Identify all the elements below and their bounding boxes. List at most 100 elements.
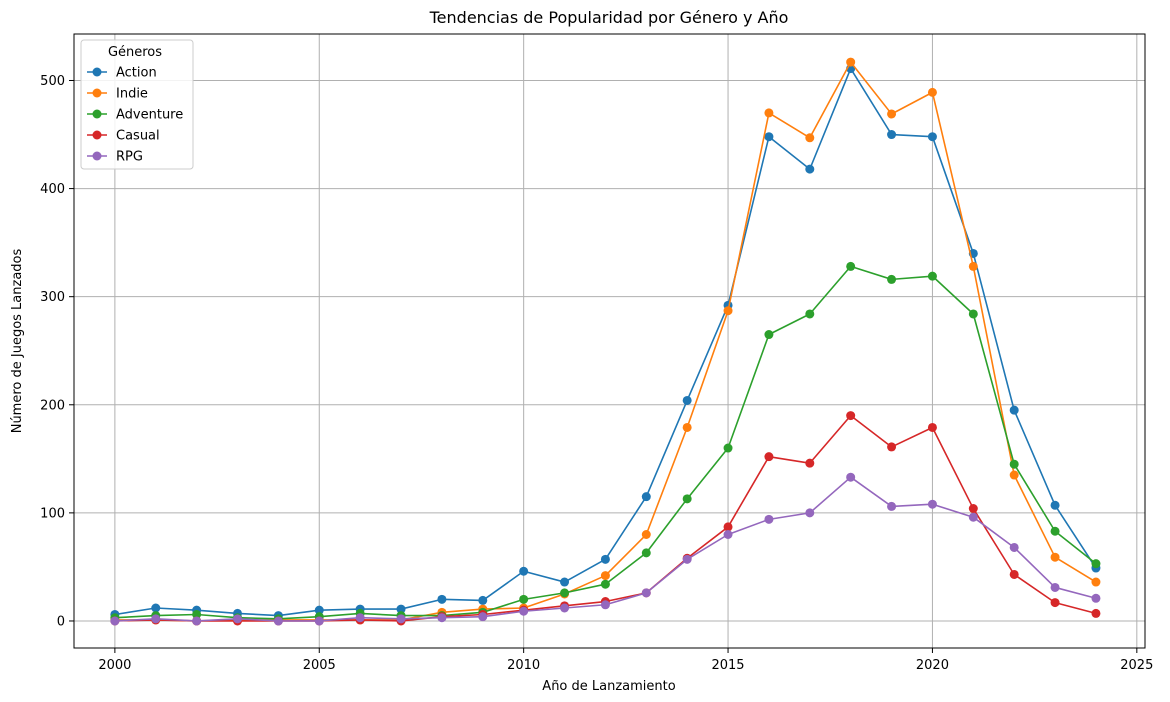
data-point-adventure — [1091, 559, 1101, 569]
data-point-rpg — [355, 613, 365, 623]
data-point-action — [396, 604, 406, 614]
data-point-adventure — [968, 309, 978, 319]
legend-marker — [92, 67, 102, 77]
data-point-indie — [887, 109, 897, 119]
data-point-indie — [1050, 552, 1060, 562]
legend-marker — [92, 151, 102, 161]
y-tick-label: 200 — [40, 398, 65, 413]
data-point-action — [682, 395, 692, 405]
data-point-adventure — [600, 579, 610, 589]
legend-label: RPG — [116, 150, 143, 165]
legend-marker — [92, 130, 102, 140]
chart-title: Tendencias de Popularidad por Género y A… — [429, 8, 789, 27]
data-point-casual — [887, 442, 897, 452]
data-point-adventure — [805, 309, 815, 319]
x-tick-label: 2015 — [711, 658, 744, 673]
data-point-rpg — [314, 616, 324, 626]
legend-label: Indie — [116, 87, 148, 102]
data-point-casual — [764, 452, 774, 462]
x-tick-label: 2020 — [916, 658, 949, 673]
data-point-action — [600, 554, 610, 564]
x-axis-title: Año de Lanzamiento — [542, 679, 675, 694]
y-tick-label: 400 — [40, 182, 65, 197]
legend-item-indie: Indie — [87, 87, 148, 102]
data-point-action — [519, 566, 529, 576]
data-point-indie — [846, 57, 856, 67]
series-line-casual — [114, 414, 1097, 622]
series-line-indie — [114, 61, 1097, 622]
legend: Géneros Action Indie Adventure Casual RPG — [80, 39, 194, 170]
data-point-indie — [764, 108, 774, 118]
data-point-rpg — [887, 501, 897, 511]
data-point-rpg — [600, 600, 610, 610]
data-point-action — [478, 595, 488, 605]
legend-item-action: Action — [87, 66, 157, 81]
legend-marker — [92, 88, 102, 98]
data-point-rpg — [192, 616, 202, 626]
data-point-action — [151, 603, 161, 613]
data-point-indie — [641, 529, 651, 539]
x-tick-label: 2005 — [303, 658, 336, 673]
data-point-indie — [723, 306, 733, 316]
y-tick-label: 500 — [40, 74, 65, 89]
data-point-rpg — [110, 616, 120, 626]
data-point-action — [641, 492, 651, 502]
data-point-action — [764, 132, 774, 142]
data-point-adventure — [641, 548, 651, 558]
y-tick-label: 300 — [40, 290, 65, 305]
plot-frame — [73, 33, 1146, 649]
x-tick-label: 2000 — [98, 658, 131, 673]
data-point-indie — [1091, 577, 1101, 587]
data-point-rpg — [151, 614, 161, 624]
legend-label: Action — [116, 66, 157, 81]
data-point-action — [927, 132, 937, 142]
data-point-rpg — [396, 614, 406, 624]
series-casual — [110, 411, 1101, 626]
x-tick-label: 2025 — [1120, 658, 1153, 673]
data-point-action — [437, 594, 447, 604]
data-point-rpg — [233, 614, 243, 624]
data-point-rpg — [968, 512, 978, 522]
data-point-rpg — [846, 472, 856, 482]
data-point-adventure — [764, 330, 774, 340]
legend-label: Casual — [116, 129, 160, 144]
legend-item-rpg: RPG — [87, 150, 143, 165]
data-point-rpg — [1009, 542, 1019, 552]
data-point-rpg — [641, 588, 651, 598]
legend-item-adventure: Adventure — [87, 108, 183, 123]
data-point-adventure — [723, 443, 733, 453]
grid — [74, 34, 1145, 648]
data-point-adventure — [192, 609, 202, 619]
legend-title: Géneros — [108, 45, 162, 60]
series-indie — [110, 57, 1101, 626]
data-point-casual — [927, 422, 937, 432]
series-adventure — [110, 261, 1101, 624]
data-point-casual — [1009, 569, 1019, 579]
data-point-rpg — [478, 612, 488, 622]
data-point-action — [1009, 405, 1019, 415]
data-point-rpg — [437, 613, 447, 623]
data-point-indie — [805, 133, 815, 143]
data-point-adventure — [1009, 459, 1019, 469]
legend-marker — [92, 109, 102, 119]
data-point-rpg — [805, 508, 815, 518]
series-rpg — [110, 472, 1101, 626]
legend-item-casual: Casual — [87, 129, 160, 144]
data-point-casual — [968, 504, 978, 514]
series-action — [110, 64, 1101, 621]
data-point-adventure — [560, 588, 570, 598]
data-point-casual — [846, 411, 856, 421]
data-point-indie — [600, 571, 610, 581]
data-point-rpg — [273, 616, 283, 626]
data-point-rpg — [1091, 593, 1101, 603]
data-point-indie — [682, 422, 692, 432]
data-point-action — [1050, 500, 1060, 510]
data-point-adventure — [927, 271, 937, 281]
data-point-action — [314, 605, 324, 615]
data-point-action — [560, 577, 570, 587]
x-tick-label: 2010 — [507, 658, 540, 673]
data-point-casual — [1091, 608, 1101, 618]
data-point-action — [805, 164, 815, 174]
data-point-rpg — [764, 514, 774, 524]
